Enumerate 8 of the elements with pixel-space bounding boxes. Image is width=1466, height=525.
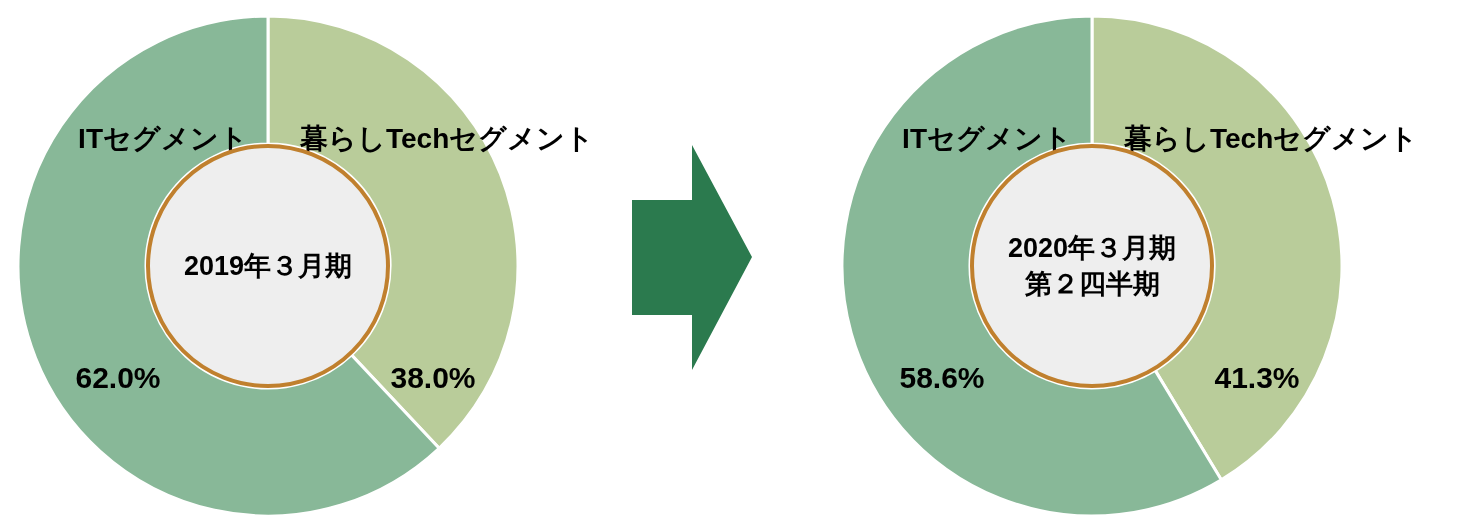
slice-label: ITセグメント	[78, 123, 248, 154]
data-label: 58.6%	[899, 361, 985, 394]
slice-label: ITセグメント	[902, 123, 1072, 154]
data-label: 62.0%	[75, 361, 161, 394]
slice-label: 暮らしTechセグメント	[299, 123, 595, 154]
data-label: 41.3%	[1214, 361, 1300, 394]
data-label: 38.0%	[390, 361, 476, 394]
slice-label: 暮らしTechセグメント	[1123, 123, 1419, 154]
